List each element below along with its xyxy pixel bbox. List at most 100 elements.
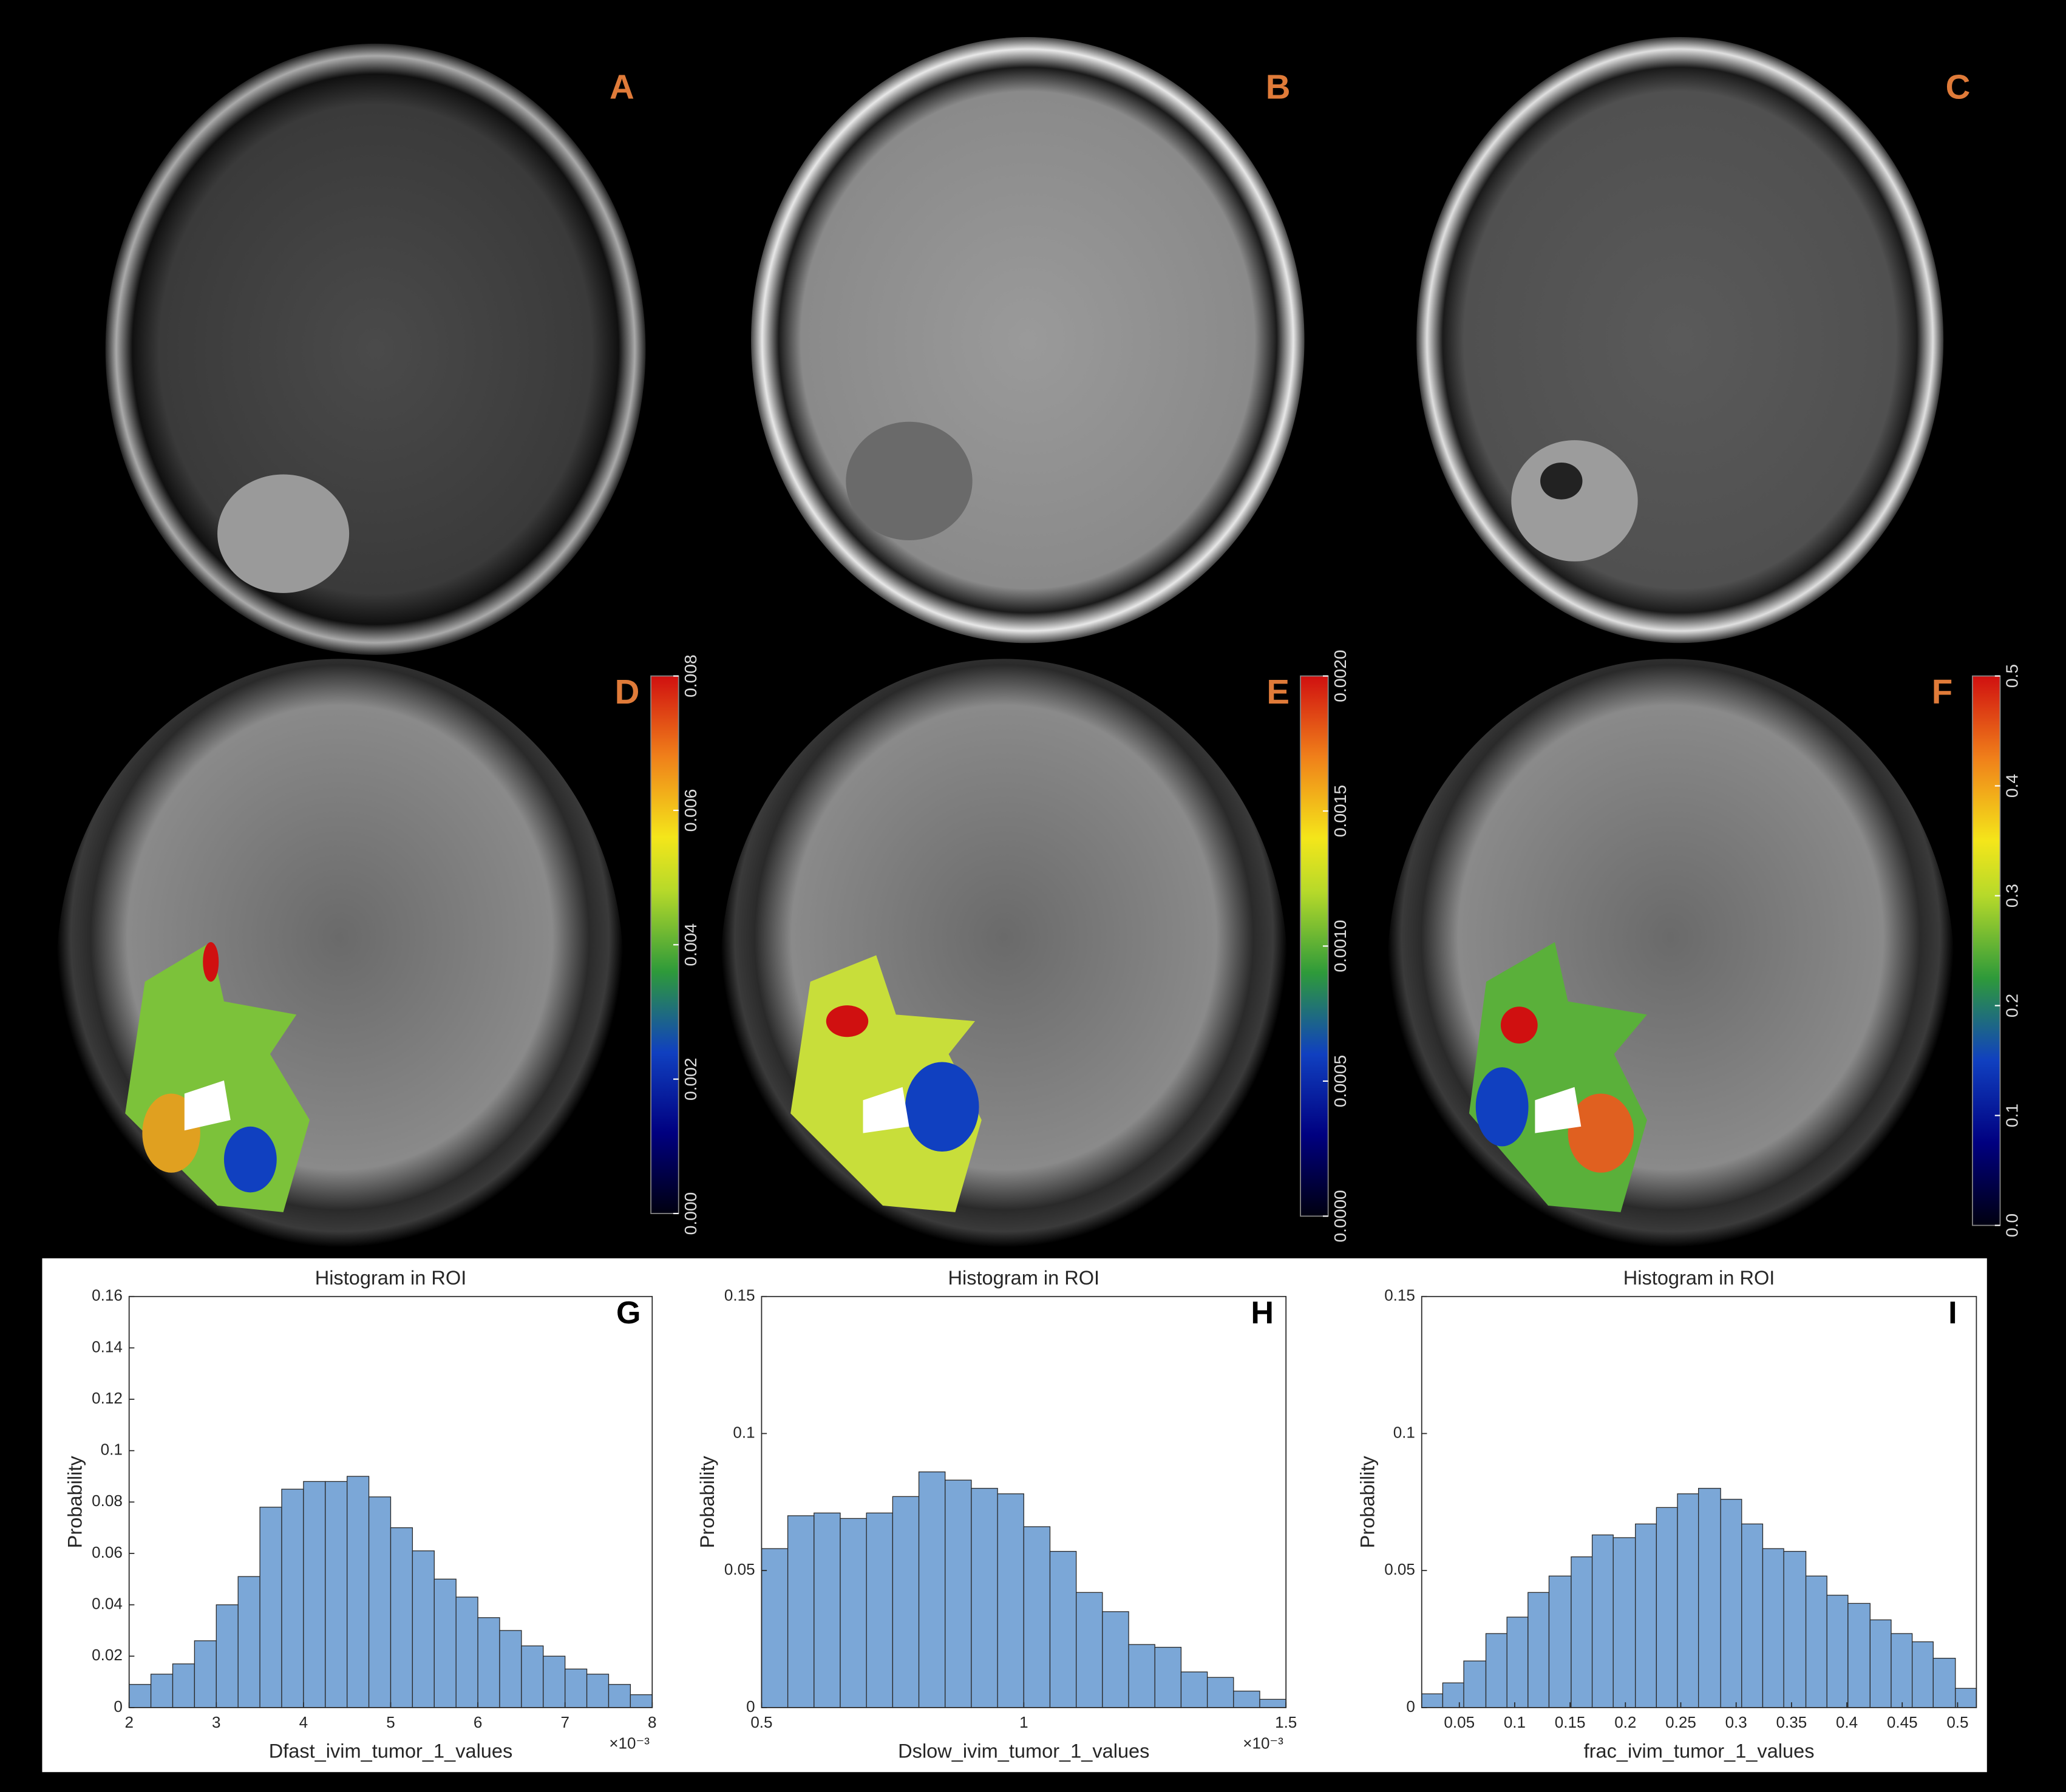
x-tick-label: 7	[560, 1713, 569, 1731]
bar	[1485, 1633, 1507, 1708]
bar	[1783, 1550, 1807, 1708]
bar	[997, 1493, 1024, 1708]
colorbar-tick-label: 0.0015	[1330, 785, 1350, 837]
x-axis-label: Dslow_ivim_tumor_1_values	[898, 1740, 1149, 1762]
lesion	[217, 474, 350, 593]
bar	[412, 1550, 435, 1708]
bar	[368, 1496, 392, 1708]
panel-label: C	[1946, 68, 1971, 106]
y-tick-label: 0.04	[92, 1594, 123, 1612]
lesion-core	[1540, 462, 1583, 500]
bar	[1154, 1646, 1182, 1708]
colorbar-tick-label: 0.5	[2002, 664, 2022, 688]
bar	[1023, 1526, 1051, 1708]
y-tick-label: 0.05	[1384, 1560, 1415, 1578]
colorbar	[1972, 675, 2001, 1226]
panel-label: G	[616, 1295, 641, 1331]
y-axis-label: Probability	[696, 1456, 718, 1549]
colorbar-tick-label: 0.3	[2002, 884, 2022, 908]
roi-map	[1469, 942, 1647, 1212]
bar	[1206, 1677, 1234, 1708]
bar	[1847, 1603, 1871, 1708]
bar	[1076, 1592, 1103, 1708]
bar	[1677, 1493, 1699, 1708]
x-tick-label: 1	[1019, 1713, 1028, 1731]
bar	[866, 1512, 894, 1708]
colorbar-tick-label: 0.000	[681, 1192, 700, 1235]
bar	[1233, 1691, 1260, 1708]
colorbar-tick-label: 0.008	[681, 654, 700, 697]
bar	[1869, 1619, 1892, 1708]
x-tick-label: 0.4	[1836, 1713, 1858, 1731]
bar	[971, 1488, 998, 1708]
y-tick-label: 0.1	[101, 1441, 123, 1459]
bar	[1720, 1499, 1742, 1708]
colorbar-tick-label: 0.4	[2002, 774, 2022, 798]
x-tick-label: 1.5	[1275, 1713, 1297, 1731]
x-tick-label: 0.05	[1444, 1713, 1475, 1731]
mri-dwi	[56, 659, 624, 1278]
y-tick-label: 0.06	[92, 1543, 123, 1561]
y-tick-label: 0.1	[733, 1423, 755, 1441]
colorbar-tick-label: 0.0005	[1330, 1055, 1350, 1107]
y-tick-label: 0.05	[724, 1560, 755, 1578]
bar	[1463, 1660, 1487, 1708]
bar	[1741, 1523, 1764, 1708]
bar	[761, 1548, 789, 1708]
y-tick-label: 0.12	[92, 1389, 123, 1407]
y-tick-label: 0.16	[92, 1286, 123, 1305]
colorbar-tick-label: 0.0000	[1330, 1190, 1350, 1242]
x-tick-label: 0.15	[1555, 1713, 1586, 1731]
colorbar-tick-label: 0.0	[2002, 1213, 2022, 1237]
chart-title: Histogram in ROI	[1623, 1267, 1775, 1289]
x-axis-label: Dfast_ivim_tumor_1_values	[269, 1740, 513, 1762]
chart-title: Histogram in ROI	[315, 1267, 467, 1289]
bar	[543, 1655, 566, 1708]
bar	[216, 1604, 239, 1708]
bar	[1128, 1644, 1155, 1708]
bar	[521, 1645, 544, 1708]
panel-label: D	[615, 673, 640, 711]
colorbar-tick-label: 0.2	[2002, 994, 2022, 1017]
x-tick-label: 6	[474, 1713, 482, 1731]
x-exponent: ×10⁻³	[609, 1734, 650, 1753]
colorbar	[650, 675, 679, 1214]
bar	[1259, 1699, 1286, 1708]
y-tick-label: 0	[1406, 1697, 1415, 1716]
bar	[390, 1527, 413, 1708]
bar	[1180, 1671, 1208, 1708]
bar	[281, 1488, 304, 1708]
x-tick-label: 4	[299, 1713, 308, 1731]
bar	[1591, 1534, 1614, 1708]
bar	[586, 1674, 610, 1708]
bar	[787, 1515, 815, 1708]
bar	[1911, 1641, 1934, 1708]
colorbar-tick-label: 0.004	[681, 923, 700, 966]
y-tick-label: 0.15	[724, 1286, 755, 1305]
y-tick-label: 0.08	[92, 1492, 123, 1510]
x-tick-label: 0.45	[1887, 1713, 1918, 1731]
colorbar-tick-label: 0.0010	[1330, 920, 1350, 972]
bar	[892, 1496, 920, 1708]
bar	[259, 1507, 282, 1708]
bar	[325, 1481, 348, 1708]
y-tick-label: 0.14	[92, 1337, 123, 1356]
panel-label: F	[1932, 673, 1952, 711]
mri-t1c	[1416, 36, 1944, 643]
x-tick-label: 0.2	[1614, 1713, 1636, 1731]
x-axis-label: frac_ivim_tumor_1_values	[1584, 1740, 1815, 1762]
roi-map	[125, 942, 310, 1212]
bar	[814, 1512, 841, 1708]
axes-box	[1421, 1295, 1977, 1708]
panel-label: A	[610, 68, 634, 106]
panel-label: H	[1251, 1295, 1274, 1331]
bar	[945, 1479, 972, 1708]
colorbar-tick-label: 0.002	[681, 1057, 700, 1101]
x-tick-label: 0.3	[1725, 1713, 1747, 1731]
y-axis-label: Probability	[64, 1456, 86, 1549]
bar	[1442, 1682, 1464, 1708]
bar	[1571, 1556, 1593, 1708]
panel-label: B	[1266, 68, 1291, 106]
bar	[1762, 1548, 1784, 1708]
